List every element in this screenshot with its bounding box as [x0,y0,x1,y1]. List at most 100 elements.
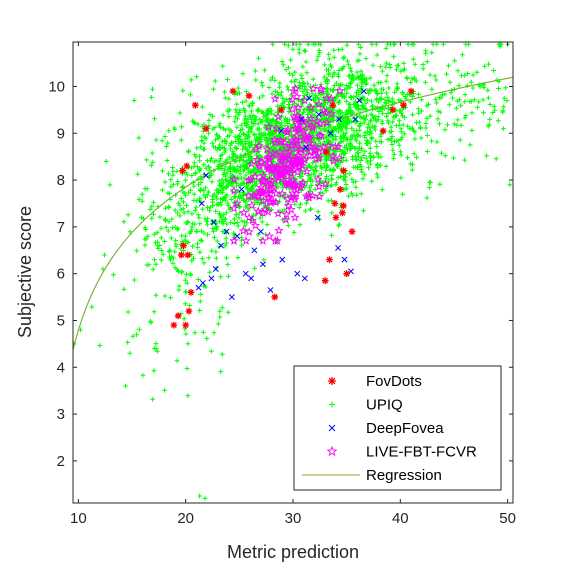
x-tick-label: 20 [177,510,194,527]
upiq-point [308,129,314,134]
live-fbt-fcvr-point [293,102,303,112]
y-tick-label: 9 [57,125,65,142]
upiq-point [127,229,133,235]
fovdots-point [229,87,237,95]
upiq-point [198,180,204,185]
upiq-point [407,99,413,105]
upiq-point [211,159,217,165]
upiq-point [149,216,155,221]
upiq-point [358,167,364,172]
fovdots-point [182,321,190,329]
upiq-point [217,182,223,188]
fovdots-point [183,162,191,170]
upiq-point [304,70,310,76]
upiq-point [233,139,239,144]
upiq-point [234,124,240,130]
upiq-point [218,369,224,374]
fovdots-point [202,125,210,132]
upiq-point [293,77,299,83]
upiq-point [195,121,201,127]
live-fbt-fcvr-point [286,140,296,150]
upiq-point [313,163,319,169]
upiq-point [263,113,269,119]
upiq-point [197,493,203,499]
upiq-point [492,108,498,113]
upiq-point [288,57,294,63]
upiq-point [401,131,407,137]
upiq-point [433,77,439,83]
upiq-point [204,192,210,198]
upiq-point [218,153,223,159]
live-fbt-fcvr-point [272,123,282,133]
upiq-point [355,82,360,88]
upiq-point [500,126,506,131]
upiq-point [173,241,179,247]
upiq-point [162,134,168,139]
live-fbt-fcvr-point [295,144,306,154]
upiq-point [144,157,149,163]
upiq-point [234,220,240,225]
upiq-point [470,85,476,91]
upiq-point [307,207,313,213]
upiq-point [190,243,195,249]
live-fbt-fcvr-point [300,143,310,153]
upiq-point [501,104,507,110]
upiq-point [363,100,369,106]
upiq-point [367,75,373,81]
live-fbt-fcvr-point [302,166,312,176]
upiq-point [348,68,354,74]
upiq-point [347,108,352,113]
upiq-point [153,292,159,298]
upiq-point [387,129,393,135]
upiq-point [463,113,469,118]
upiq-point [351,77,356,83]
upiq-point [227,142,233,148]
upiq-point [410,56,416,62]
upiq-point [351,94,356,100]
upiq-point [354,128,360,134]
upiq-point [359,155,365,161]
upiq-point [426,185,432,190]
upiq-point [300,64,306,70]
upiq-point [425,133,430,138]
upiq-point [199,104,205,110]
fovdots-point [179,167,186,175]
upiq-point [231,151,236,156]
upiq-point [239,242,245,248]
upiq-point [305,90,310,96]
upiq-point [137,327,142,332]
upiq-point [278,181,284,187]
upiq-point [168,257,173,263]
upiq-point [243,98,249,104]
upiq-point [197,221,203,227]
deepfovea-point [228,294,235,301]
upiq-point [253,152,259,158]
upiq-point [390,119,396,125]
upiq-point [320,190,326,196]
live-fbt-fcvr-point [280,137,290,147]
deepfovea-point [218,242,225,249]
upiq-point [321,139,327,144]
upiq-point [236,132,242,138]
legend-label: DeepFovea [366,420,444,437]
fovdots-point [400,101,407,109]
live-fbt-fcvr-point [322,117,332,127]
upiq-point [336,74,341,79]
upiq-point [326,155,332,161]
upiq-point [242,109,247,115]
deepfovea-point [279,256,286,263]
upiq-point [329,182,334,188]
upiq-point [197,187,203,193]
upiq-point [462,92,468,97]
upiq-point [326,56,332,62]
upiq-point [383,64,389,70]
upiq-point [266,132,272,138]
upiq-point [424,116,430,121]
upiq-point [398,149,403,155]
upiq-point [235,168,241,174]
upiq-point [260,83,265,89]
live-fbt-fcvr-point [266,179,276,188]
live-fbt-fcvr-point [277,154,287,164]
upiq-point [377,96,383,102]
upiq-point [183,177,188,183]
